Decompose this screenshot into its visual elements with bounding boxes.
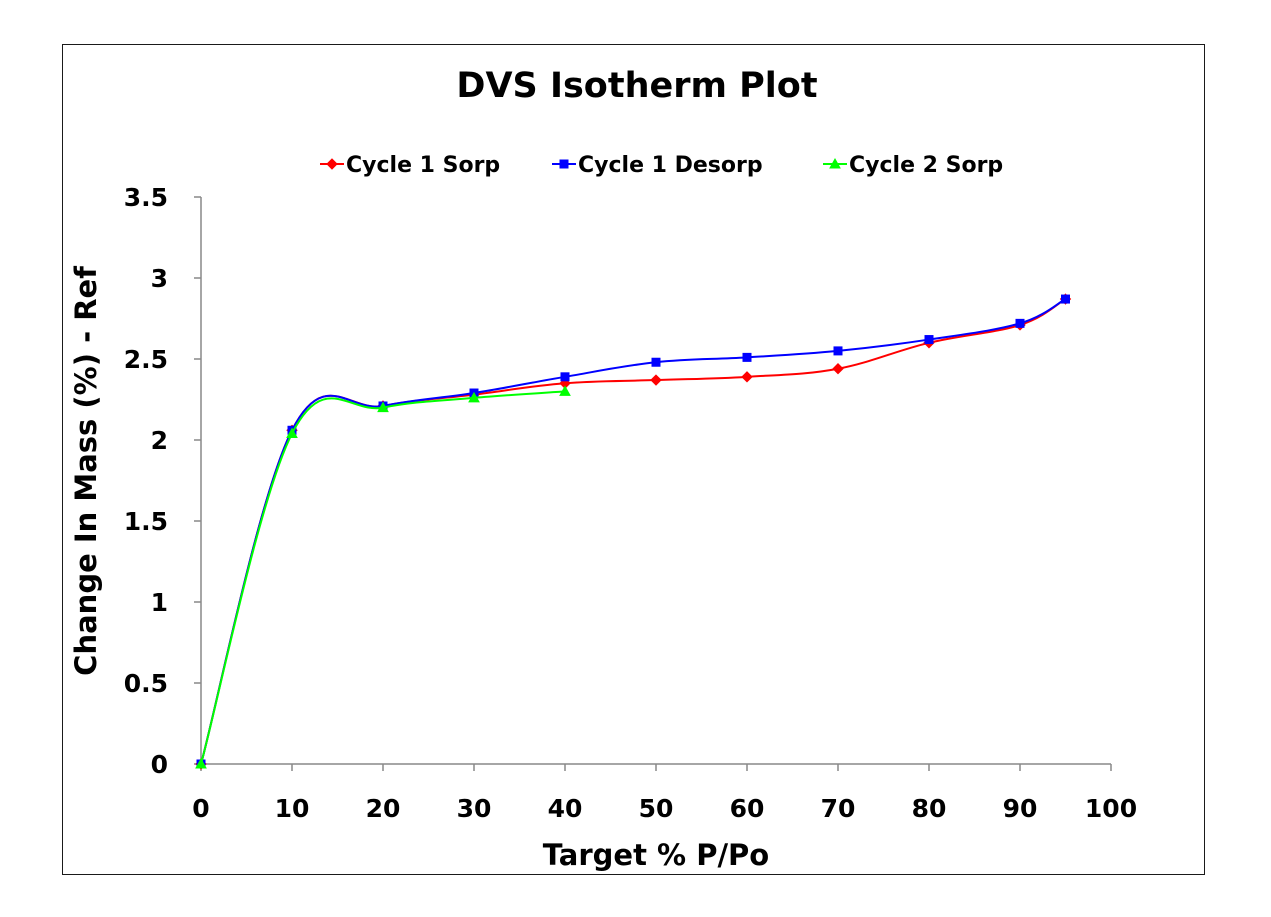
data-point [832,363,844,375]
x-tick-label: 80 [912,794,947,823]
x-tick-label: 60 [730,794,765,823]
series-2 [195,385,571,769]
data-point [924,335,934,345]
data-point [559,385,571,396]
x-tick-label: 70 [821,794,856,823]
y-tick-label: 2.5 [124,345,168,374]
legend-label: Cycle 1 Sorp [346,153,500,178]
y-tick-label: 1.5 [124,507,168,536]
data-point [377,401,389,413]
y-ticks: 0 0.5 1 1.5 2 2.5 3 3.5 [124,183,201,779]
data-point [1015,318,1025,328]
axes [200,197,1111,765]
series-line [200,298,1066,765]
y-tick-label: 1 [151,588,168,617]
series-line [200,390,566,765]
x-tick-label: 10 [275,794,310,823]
legend-marker [326,158,338,170]
x-tick-label: 50 [639,794,674,823]
legend-marker [829,157,841,169]
data-point [651,357,661,367]
data-point [286,427,298,439]
y-axis-label: Change In Mass (%) - Ref [69,266,103,676]
data-point [468,391,480,403]
data-point [560,372,570,382]
x-axis-label: Target % P/Po [543,838,769,872]
series-1 [196,294,1070,769]
legend-label: Cycle 2 Sorp [849,153,1003,178]
y-tick-label: 3 [151,264,168,293]
x-tick-label: 100 [1085,794,1137,823]
data-point [742,352,752,362]
x-tick-label: 0 [192,794,209,823]
series-line [200,298,1067,765]
data-point [650,374,662,386]
y-tick-label: 2 [151,426,168,455]
series-layer [195,293,1072,770]
x-ticks: 0 10 20 30 40 50 60 70 80 90 100 [192,764,1137,823]
y-tick-label: 0.5 [124,669,168,698]
legend: Cycle 1 Sorp Cycle 1 Desorp Cycle 2 Sorp [320,153,1003,178]
data-point [1061,294,1070,304]
chart-title: DVS Isotherm Plot [456,66,817,106]
x-tick-label: 40 [548,794,583,823]
data-point [741,371,753,383]
y-tick-label: 0 [151,750,168,779]
chart-frame [62,44,1205,875]
data-point [195,757,207,769]
legend-marker [559,159,569,169]
x-tick-label: 20 [366,794,401,823]
legend-label: Cycle 1 Desorp [578,153,763,178]
data-point [833,346,843,356]
y-tick-label: 3.5 [124,183,168,212]
x-tick-label: 90 [1003,794,1038,823]
x-tick-label: 30 [457,794,492,823]
